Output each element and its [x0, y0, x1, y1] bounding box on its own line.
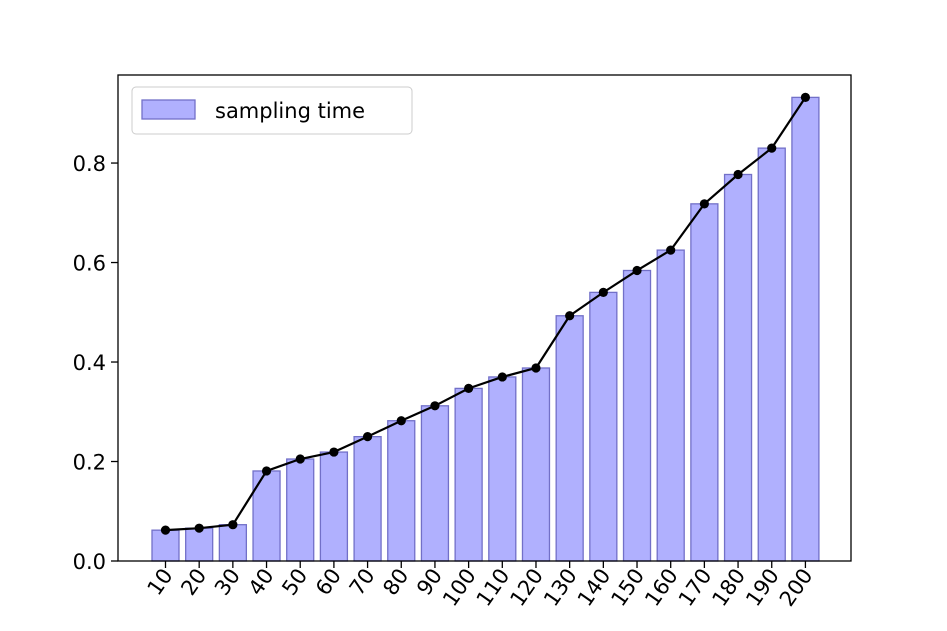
point-170 — [699, 199, 709, 209]
bar-100 — [454, 387, 483, 562]
point-20 — [194, 523, 204, 533]
bar-90 — [420, 405, 450, 562]
y-tick-label: 0.6 — [73, 252, 106, 276]
plot-frame — [117, 74, 852, 562]
point-30 — [228, 520, 238, 530]
point-60 — [329, 447, 339, 457]
point-50 — [295, 454, 305, 464]
bar-60 — [319, 451, 349, 562]
point-10 — [160, 525, 171, 535]
y-tick-label: 0.8 — [73, 152, 106, 176]
point-40 — [261, 466, 272, 476]
bar-10 — [151, 529, 180, 562]
point-140 — [598, 287, 608, 297]
legend-label: sampling time — [215, 99, 365, 123]
bar-180 — [723, 173, 753, 562]
point-90 — [430, 401, 440, 411]
series-line — [165, 96, 807, 532]
y-tick-label: 0.0 — [73, 550, 106, 574]
y-tick-label: 0.4 — [73, 351, 106, 375]
point-110 — [497, 372, 507, 382]
point-190 — [767, 143, 777, 153]
legend-swatch — [141, 99, 196, 120]
point-180 — [733, 169, 743, 180]
y-tick-label: 0.2 — [73, 451, 106, 475]
legend: sampling time — [131, 86, 413, 135]
bar-170 — [690, 203, 719, 562]
bar-150 — [622, 269, 652, 562]
point-200 — [800, 92, 811, 102]
bar-70 — [353, 435, 382, 562]
bar-200 — [791, 96, 820, 562]
point-160 — [666, 245, 676, 255]
point-70 — [362, 432, 373, 442]
point-150 — [632, 265, 642, 276]
bar-160 — [656, 249, 685, 562]
point-120 — [531, 363, 541, 373]
bar-50 — [286, 458, 315, 562]
point-80 — [396, 416, 406, 426]
point-130 — [565, 311, 575, 321]
bar-110 — [488, 376, 517, 562]
legend-box — [131, 86, 413, 135]
point-100 — [464, 383, 474, 393]
bar-120 — [521, 367, 551, 562]
bar-130 — [555, 315, 584, 562]
bar-190 — [757, 147, 786, 562]
bar-30 — [218, 524, 248, 562]
bar-20 — [185, 527, 214, 562]
bar-80 — [387, 420, 416, 562]
bar-140 — [589, 291, 618, 562]
bars-layer — [151, 96, 820, 562]
line-layer — [160, 92, 811, 535]
